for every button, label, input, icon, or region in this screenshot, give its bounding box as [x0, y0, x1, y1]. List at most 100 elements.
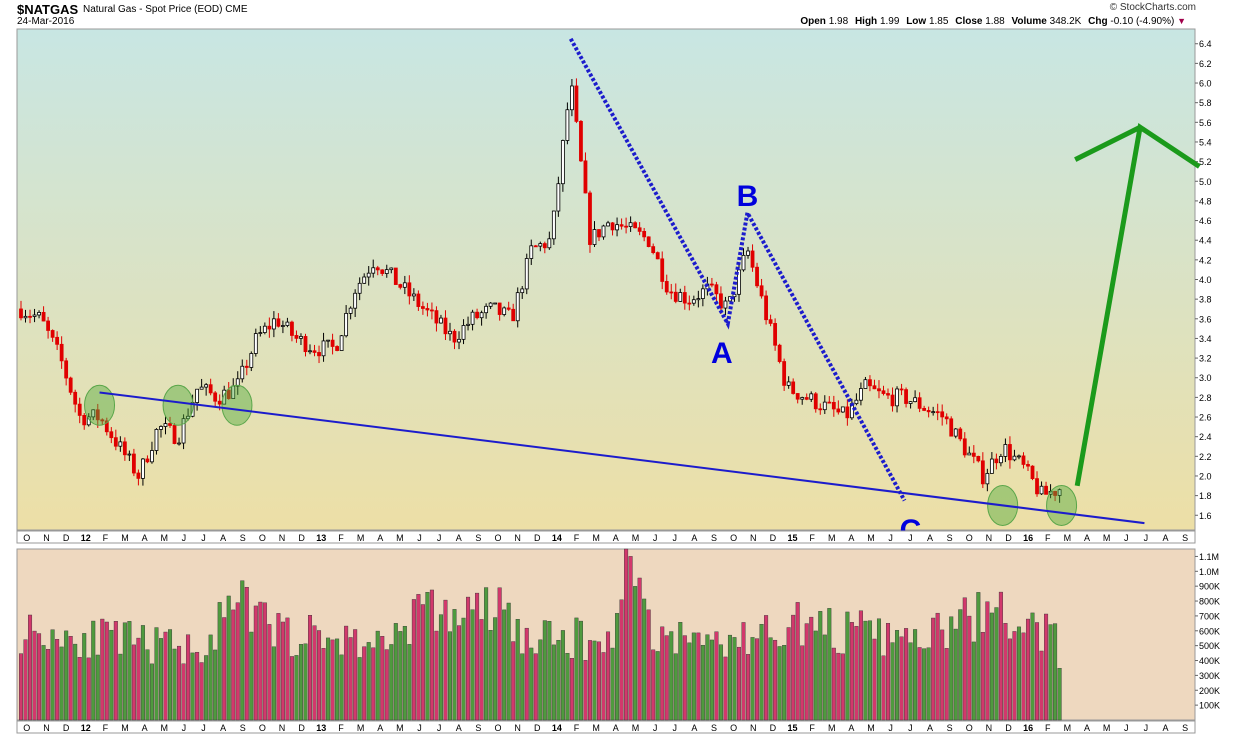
candle-body: [172, 425, 177, 444]
volume-bar: [127, 621, 132, 721]
quote-label: Chg: [1088, 16, 1108, 27]
y-tick-label: 4.4: [1199, 236, 1212, 246]
y-tick-label: 4.0: [1199, 275, 1212, 285]
watermark: © StockCharts.com: [1109, 2, 1196, 13]
volume-bar: [899, 636, 904, 721]
volume-bar: [262, 602, 267, 721]
candle-body: [1012, 455, 1017, 461]
vol-tick-label: 500K: [1199, 641, 1220, 651]
candle-body: [393, 267, 398, 285]
candle-body: [448, 330, 452, 335]
candle-body: [551, 210, 556, 240]
candle-body: [601, 225, 606, 238]
volume-bar: [1016, 626, 1021, 721]
candle-body: [104, 420, 109, 433]
x-tick-label: F: [1045, 723, 1051, 733]
x-tick-label: O: [23, 723, 30, 733]
candle-body: [971, 452, 976, 457]
candle-body: [899, 388, 904, 391]
volume-bar: [186, 634, 191, 721]
candle-body: [922, 407, 927, 411]
volume-bar: [335, 638, 340, 721]
candle-body: [204, 384, 209, 388]
volume-bar: [953, 628, 958, 721]
instrument-description: Natural Gas - Spot Price (EOD) CME: [83, 4, 248, 15]
volume-bar: [786, 627, 791, 721]
x-tick-label: N: [986, 533, 993, 543]
volume-bar: [714, 631, 719, 721]
x-tick-label: J: [1124, 533, 1129, 543]
candle-body: [615, 224, 619, 231]
candle-body: [267, 325, 272, 330]
x-tick-label: J: [437, 533, 442, 543]
volume-bar: [231, 609, 236, 721]
candle-body: [1044, 485, 1048, 495]
volume-bar: [777, 646, 782, 721]
candle-body: [150, 450, 154, 463]
y-tick-label: 2.2: [1199, 452, 1212, 462]
candle-body: [863, 379, 868, 389]
volume-bar: [926, 647, 931, 721]
candle-body: [258, 332, 263, 334]
volume-bar: [520, 653, 525, 721]
candle-body: [940, 411, 945, 418]
volume-bar: [863, 620, 868, 721]
candle-body: [542, 243, 547, 249]
candle-body: [854, 399, 859, 405]
volume-bar: [1035, 622, 1040, 721]
volume-bar: [696, 632, 701, 721]
volume-bar: [285, 617, 290, 721]
volume-bar: [330, 639, 335, 721]
x-tick-label: N: [750, 723, 757, 733]
candle-body: [466, 323, 470, 326]
volume-bar: [466, 596, 471, 721]
volume-bar: [37, 633, 42, 721]
x-tick-label: J: [182, 533, 187, 543]
x-tick-label: A: [613, 533, 619, 543]
x-tick-label: A: [691, 723, 697, 733]
candle-body: [159, 426, 163, 430]
volume-bar: [1025, 618, 1030, 721]
candle-body: [782, 361, 787, 386]
candle-body: [606, 222, 610, 227]
x-tick-label: M: [867, 723, 875, 733]
candle-body: [59, 343, 64, 362]
x-tick-label: F: [103, 723, 109, 733]
x-tick-label: A: [1084, 533, 1090, 543]
volume-bar: [91, 620, 96, 721]
x-tick-label: F: [103, 533, 109, 543]
x-tick-label: M: [121, 723, 129, 733]
candle-body: [439, 317, 443, 324]
volume-bar: [312, 625, 317, 721]
volume-bar: [190, 652, 195, 721]
x-axis-strip: [16, 530, 1196, 544]
candle-body: [565, 109, 570, 141]
x-tick-label: A: [691, 533, 697, 543]
volume-bar: [19, 653, 24, 721]
volume-bar: [795, 602, 800, 721]
triangle-down-icon: ▼: [1177, 16, 1186, 26]
candle-body: [475, 311, 479, 319]
candle-body: [1053, 491, 1057, 496]
x-tick-label: J: [417, 723, 422, 733]
candle-body: [68, 377, 73, 393]
candle-body: [533, 245, 538, 248]
price-axis: 1.6 1.8 2.0 2.2 2.4 2.6 2.8 3.0 3.2 3.4 3.6 3.8 4.0 4…: [1195, 39, 1212, 521]
candle-body: [511, 308, 516, 322]
x-tick-label: A: [456, 533, 462, 543]
volume-bar: [100, 618, 105, 721]
volume-bar: [447, 631, 452, 721]
volume-bar: [651, 649, 656, 721]
candle-body: [479, 312, 484, 319]
volume-bar: [813, 630, 818, 721]
vol-tick-label: 1.0M: [1199, 567, 1219, 577]
candle-body: [213, 392, 218, 402]
candle-body: [249, 353, 254, 368]
candle-body: [610, 222, 615, 231]
volume-bar: [199, 662, 204, 721]
volume-bar: [511, 641, 516, 721]
candle-body: [547, 238, 552, 249]
candle-body: [786, 381, 791, 386]
candle-body: [326, 339, 330, 342]
x-tick-label: S: [947, 723, 953, 733]
